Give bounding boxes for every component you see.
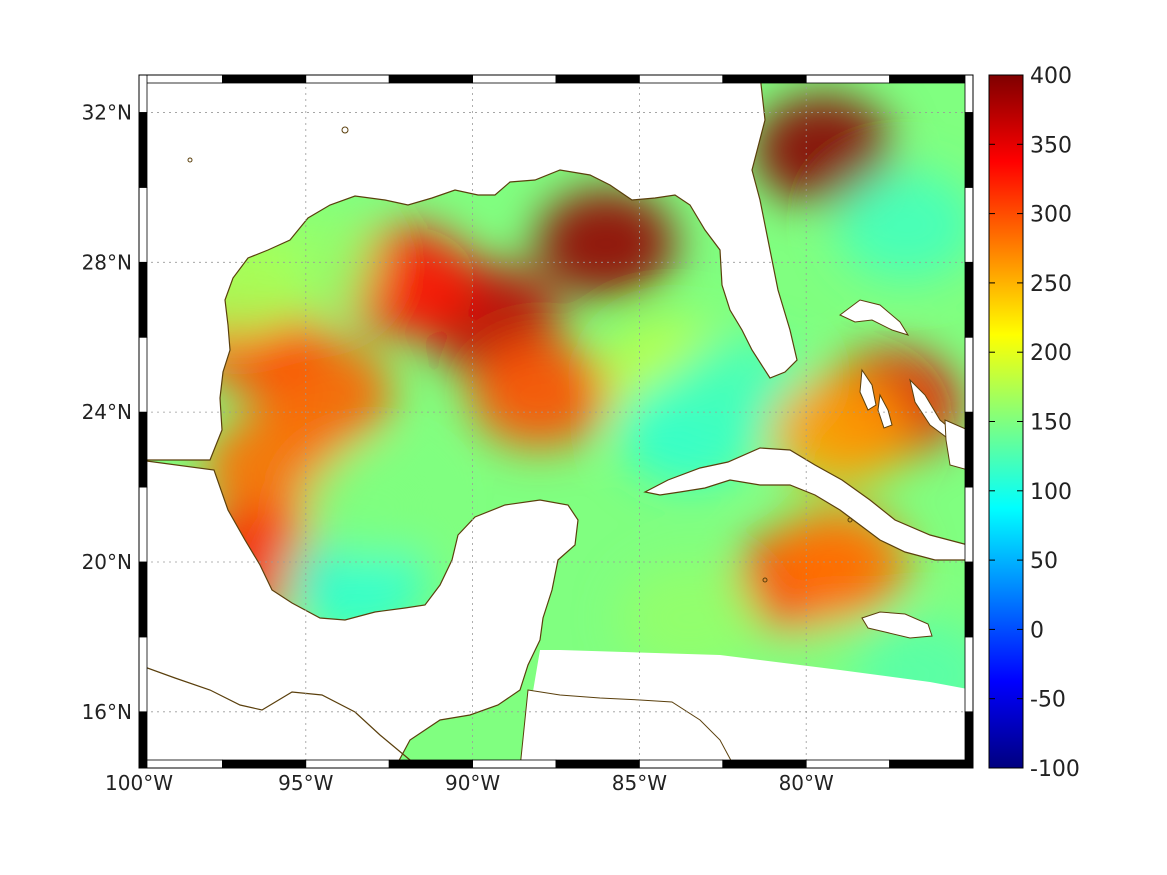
frame-segment bbox=[722, 74, 807, 84]
frame-segment bbox=[388, 759, 474, 769]
frame-segment bbox=[138, 636, 148, 713]
frame-segment bbox=[305, 759, 390, 769]
field-blob bbox=[836, 169, 973, 280]
lon-tick-label: 100°W bbox=[105, 771, 173, 795]
colorbar-tick-label: 250 bbox=[1030, 272, 1072, 297]
frame-segment bbox=[221, 759, 307, 769]
field-blob bbox=[469, 338, 610, 449]
land-mexico-yucatan bbox=[139, 459, 579, 768]
frame-outline bbox=[138, 74, 974, 769]
frame-segment bbox=[305, 74, 390, 84]
frame-segment bbox=[889, 759, 974, 769]
land-us-gulf-coast bbox=[139, 75, 798, 461]
colorbar-tick-label: 300 bbox=[1030, 203, 1072, 228]
pacific-coastline bbox=[139, 664, 421, 768]
frame-segment bbox=[964, 636, 974, 713]
frame-segment bbox=[964, 261, 974, 338]
frame-segment bbox=[138, 186, 148, 263]
frame-segment bbox=[964, 711, 974, 769]
frame-segment bbox=[639, 759, 724, 769]
frame-segment bbox=[472, 74, 557, 84]
colorbar-tick-label: 400 bbox=[1030, 64, 1072, 89]
frame-segment bbox=[555, 759, 640, 769]
frame-segment bbox=[138, 112, 148, 188]
frame-segment bbox=[138, 261, 148, 338]
lon-tick-labels: 100°W 95°W 90°W 85°W 80°W bbox=[105, 771, 834, 795]
lat-tick-label: 16°N bbox=[82, 700, 132, 724]
lat-tick-label: 20°N bbox=[82, 550, 132, 574]
island-dot bbox=[187, 157, 193, 163]
lat-tick-label: 28°N bbox=[82, 250, 132, 274]
land-jamaica bbox=[861, 611, 933, 639]
frame-segment bbox=[472, 759, 557, 769]
land-bahamas bbox=[839, 299, 959, 441]
frame-segment bbox=[964, 411, 974, 488]
frame-segment bbox=[805, 74, 891, 84]
frame-segment bbox=[805, 759, 891, 769]
frame-segment bbox=[555, 74, 640, 84]
field-blob bbox=[302, 450, 443, 561]
lon-tick-label: 95°W bbox=[278, 771, 333, 795]
frame-segment bbox=[722, 759, 807, 769]
frame-segment bbox=[964, 486, 974, 563]
land-hispaniola bbox=[944, 419, 969, 471]
frame-segment bbox=[964, 74, 974, 113]
frame-segment bbox=[138, 74, 223, 84]
lon-tick-label: 80°W bbox=[779, 771, 834, 795]
field-blob bbox=[619, 563, 760, 674]
frame-segment bbox=[138, 561, 148, 638]
lon-tick-label: 85°W bbox=[612, 771, 667, 795]
frame-segment bbox=[964, 336, 974, 413]
map-frame bbox=[138, 74, 974, 769]
colorbar: 400 350 300 250 200 150 100 50 0 -50 -100 bbox=[988, 64, 1080, 782]
lon-tick-label: 90°W bbox=[445, 771, 500, 795]
frame-segment bbox=[138, 411, 148, 488]
frame-segment bbox=[964, 561, 974, 638]
colorbar-tick-label: 100 bbox=[1030, 480, 1072, 505]
field-blob bbox=[752, 94, 893, 205]
colorbar-tick-label: 50 bbox=[1030, 549, 1058, 574]
island-dot bbox=[762, 577, 768, 583]
island-dot bbox=[341, 126, 349, 134]
frame-segment bbox=[138, 759, 223, 769]
frame-segment bbox=[889, 74, 974, 84]
lat-tick-label: 24°N bbox=[82, 400, 132, 424]
land-cuba bbox=[643, 447, 969, 561]
colorbar-tick-label: 350 bbox=[1030, 133, 1072, 158]
frame-segment bbox=[964, 186, 974, 263]
colorbar-tick-label: 0 bbox=[1030, 618, 1044, 643]
colorbar-tick-label: 150 bbox=[1030, 411, 1072, 436]
frame-segment bbox=[138, 336, 148, 413]
frame-segment bbox=[388, 74, 474, 84]
colorbar-tick-label: 200 bbox=[1030, 341, 1072, 366]
frame-segment bbox=[639, 74, 724, 84]
lat-tick-labels: 32°N 28°N 24°N 20°N 16°N bbox=[82, 100, 132, 723]
frame-segment bbox=[138, 486, 148, 563]
colorbar-tick-label: -100 bbox=[1030, 757, 1080, 782]
colorbar-ticks: 400 350 300 250 200 150 100 50 0 -50 -100 bbox=[989, 64, 1080, 782]
island-dot bbox=[847, 517, 853, 523]
lat-tick-label: 32°N bbox=[82, 100, 132, 124]
landmasses bbox=[139, 75, 969, 768]
frame-segment bbox=[138, 74, 148, 113]
frame-segment bbox=[221, 74, 307, 84]
field-blob bbox=[536, 188, 677, 299]
frame-segment bbox=[964, 112, 974, 188]
colorbar-tick-label: -50 bbox=[1030, 688, 1066, 713]
land-central-america bbox=[519, 689, 736, 768]
frame-segment bbox=[138, 711, 148, 769]
